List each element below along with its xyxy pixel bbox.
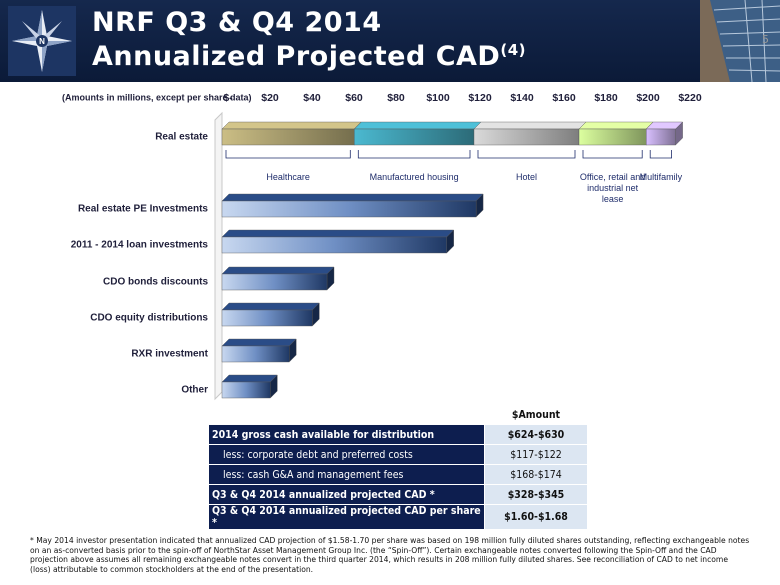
header-band	[0, 0, 780, 82]
page-number: 5	[762, 33, 769, 46]
bar-top	[221, 266, 335, 275]
segment-label: Office, retail and industrial net lease	[579, 172, 646, 204]
spacer	[208, 405, 485, 425]
table-row: less: cash G&A and management fees $168-$…	[208, 464, 588, 485]
bar-top	[221, 229, 455, 238]
x-tick-label: $220	[678, 92, 702, 104]
table-header: $Amount	[484, 405, 588, 425]
bracket	[477, 150, 576, 159]
bar-top	[221, 338, 297, 347]
y-tick-label: CDO equity distributions	[90, 313, 208, 324]
row-label: Q3 & Q4 2014 annualized projected CAD *	[208, 484, 485, 505]
row-label: less: cash G&A and management fees	[208, 464, 485, 485]
x-tick-label: $200	[636, 92, 660, 104]
footnote: * May 2014 investor presentation indicat…	[30, 536, 750, 574]
bar	[221, 236, 447, 254]
bracket	[649, 150, 672, 159]
bracket	[582, 150, 643, 159]
x-tick-label: $40	[303, 92, 321, 104]
segment	[578, 128, 647, 146]
table-row: Q3 & Q4 2014 annualized projected CAD * $…	[208, 484, 588, 505]
bracket	[225, 150, 351, 159]
segment	[354, 128, 475, 146]
title: NRF Q3 & Q4 2014	[92, 7, 382, 38]
bar-top	[221, 374, 278, 383]
segment	[473, 128, 580, 146]
x-tick-label: $-	[223, 92, 233, 104]
annotation: (Amounts in millions, except per share d…	[62, 92, 252, 102]
segment-label: Manufactured housing	[369, 172, 459, 182]
row-label: Q3 & Q4 2014 annualized projected CAD pe…	[208, 504, 485, 530]
bar	[221, 309, 313, 327]
x-tick-label: $120	[468, 92, 492, 104]
x-tick-label: $140	[510, 92, 534, 104]
segment	[646, 128, 676, 146]
segment-top	[353, 121, 482, 130]
subtitle: Annualized Projected CAD(4)	[92, 41, 526, 72]
x-tick-label: $80	[387, 92, 405, 104]
segment-label: Healthcare	[266, 172, 310, 182]
table-row: Q3 & Q4 2014 annualized projected CAD pe…	[208, 504, 588, 530]
bar	[221, 381, 271, 399]
y-tick-label: CDO bonds discounts	[103, 277, 208, 288]
row-amount: $117-$122	[484, 444, 588, 465]
row-amount: $168-$174	[484, 464, 588, 485]
axis-wall	[214, 111, 223, 401]
x-tick-label: $160	[552, 92, 576, 104]
segment-top	[221, 121, 362, 130]
x-tick-label: $60	[345, 92, 363, 104]
y-tick-label: Other	[181, 385, 208, 396]
row-amount: $624-$630	[484, 424, 588, 445]
segment-label: Hotel	[515, 172, 537, 182]
bar-top	[221, 193, 484, 202]
y-tick-label: Real estate PE Investments	[78, 204, 208, 215]
y-tick-label: Real estate	[155, 132, 208, 143]
bar	[221, 273, 328, 291]
row-amount: $1.60-$1.68	[484, 504, 588, 530]
row-amount: $328-$345	[484, 484, 588, 505]
bracket	[357, 150, 471, 159]
x-tick-label: $20	[261, 92, 279, 104]
logo: N	[8, 6, 76, 76]
cad-table: $Amount 2014 gross cash available for di…	[208, 405, 588, 530]
row-label: less: corporate debt and preferred costs	[208, 444, 485, 465]
segment-top	[578, 121, 654, 130]
building-image	[700, 0, 780, 82]
chart: (Amounts in millions, except per share d…	[62, 92, 702, 401]
svg-text:N: N	[39, 37, 45, 46]
table-row: 2014 gross cash available for distributi…	[208, 424, 588, 445]
bar	[221, 200, 477, 218]
x-tick-label: $180	[594, 92, 618, 104]
segment-label: Multifamily	[639, 172, 683, 182]
subtitle-text: Annualized Projected CAD	[92, 41, 501, 72]
bar-top	[221, 302, 320, 311]
table-row: less: corporate debt and preferred costs…	[208, 444, 588, 465]
row-label: 2014 gross cash available for distributi…	[208, 424, 485, 445]
segment-top	[473, 121, 587, 130]
segment	[221, 128, 355, 146]
subtitle-sup: (4)	[500, 41, 526, 59]
bar	[221, 345, 290, 363]
y-tick-label: RXR investment	[131, 349, 208, 360]
x-tick-label: $100	[426, 92, 450, 104]
y-tick-label: 2011 - 2014 loan investments	[71, 240, 209, 251]
